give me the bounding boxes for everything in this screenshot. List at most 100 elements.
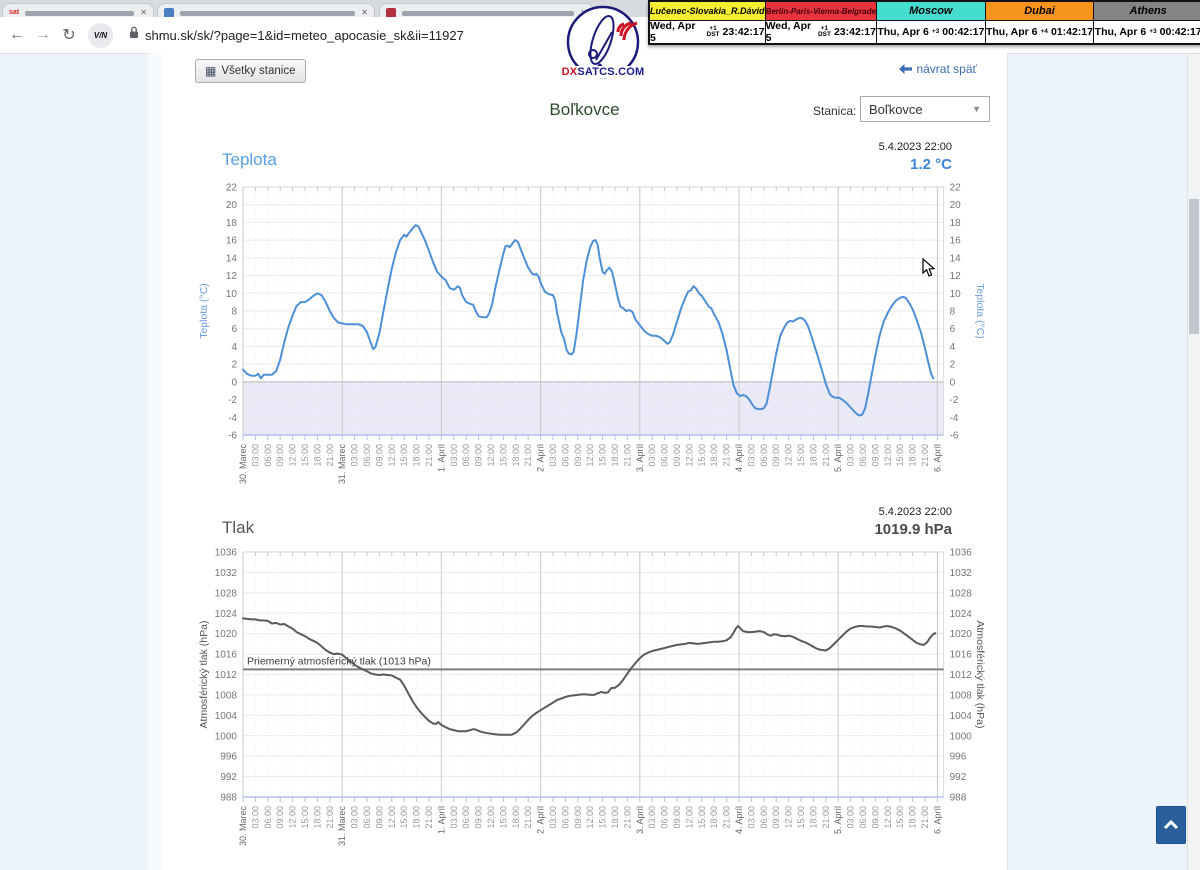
- tab2-close-icon[interactable]: ✕: [361, 8, 368, 17]
- svg-text:03:00: 03:00: [647, 806, 657, 829]
- svg-text:-6: -6: [950, 431, 959, 442]
- svg-text:09:00: 09:00: [672, 444, 682, 467]
- svg-text:15:00: 15:00: [796, 444, 806, 467]
- vpn-extension-icon[interactable]: V/N: [88, 22, 113, 48]
- svg-text:1020: 1020: [950, 629, 973, 640]
- svg-text:21:00: 21:00: [622, 444, 632, 467]
- temperature-chart: 22 22 20 20 18 18 16 16 14 14 12 12 10 10 8 8 6 6 4 4 2 2 0 0 -2…: [185, 180, 995, 502]
- svg-text:03:00: 03:00: [846, 444, 856, 467]
- url-field[interactable]: shmu.sk/sk/?page=1&id=meteo_apocasie_sk&…: [145, 27, 464, 43]
- pressure-chart-title: Tlak: [222, 518, 255, 537]
- svg-text:1008: 1008: [215, 690, 238, 701]
- svg-text:09:00: 09:00: [870, 444, 880, 467]
- forward-icon[interactable]: →: [35, 26, 51, 43]
- svg-text:21:00: 21:00: [722, 806, 732, 829]
- svg-text:15:00: 15:00: [895, 806, 905, 829]
- reload-icon[interactable]: ↻: [62, 27, 76, 44]
- svg-text:12:00: 12:00: [387, 444, 397, 467]
- pressure-chart: Priemerný atmosférický tlak (1013 hPa) 10…: [185, 545, 995, 864]
- svg-text:20: 20: [950, 200, 962, 211]
- temperature-chart-title: Teplota: [222, 150, 277, 169]
- svg-text:06:00: 06:00: [759, 444, 769, 467]
- svg-text:1028: 1028: [215, 588, 238, 599]
- svg-text:30. Marec: 30. Marec: [238, 444, 248, 485]
- svg-text:8: 8: [231, 307, 237, 318]
- svg-text:12:00: 12:00: [288, 806, 298, 829]
- svg-text:Teplota (°C): Teplota (°C): [974, 283, 986, 339]
- tab1-close-icon[interactable]: ✕: [140, 8, 147, 17]
- svg-text:1020: 1020: [215, 629, 238, 640]
- clock-offset: +3: [1149, 28, 1157, 35]
- svg-text:06:00: 06:00: [759, 806, 769, 829]
- svg-text:09:00: 09:00: [573, 806, 583, 829]
- svg-text:6. Apríl: 6. Apríl: [932, 806, 942, 834]
- clock-offset: +1 DST: [706, 25, 720, 38]
- clock-dubai-name: Dubai: [985, 2, 1094, 21]
- pressure-current-time: 5.4.2023 22:00: [878, 506, 952, 518]
- svg-text:12:00: 12:00: [684, 444, 694, 467]
- scroll-to-top-button[interactable]: [1156, 806, 1186, 844]
- svg-text:2: 2: [950, 360, 956, 371]
- svg-text:21:00: 21:00: [821, 806, 831, 829]
- svg-text:12: 12: [950, 271, 962, 282]
- tab1-favicon: sat: [9, 9, 20, 16]
- clock-date: Thu, Apr 6: [1094, 26, 1147, 38]
- all-stations-button[interactable]: ▦ Všetky stanice: [195, 59, 306, 83]
- svg-text:1032: 1032: [215, 568, 238, 579]
- clock-athens-time: Thu, Apr 6 +3 00:42:17: [1094, 21, 1200, 43]
- svg-text:12:00: 12:00: [883, 444, 893, 467]
- dxsatcs-logo: [560, 2, 646, 88]
- clock-offset: +3: [931, 28, 940, 35]
- clock-berlin: Berlin-Paris-Vienna-Belgrade Wed, Apr 5 …: [765, 2, 877, 44]
- back-icon[interactable]: ←: [9, 26, 25, 43]
- clock-date: Wed, Apr 5: [765, 20, 812, 44]
- station-select[interactable]: Boľkovce ▼: [860, 96, 990, 122]
- svg-text:12: 12: [226, 271, 238, 282]
- clock-offset: +1 DST: [817, 25, 831, 38]
- world-clock-widget: Lučenec-Slovakia_R.Dávid Wed, Apr 5 +1 DS…: [648, 0, 1200, 45]
- return-back-link[interactable]: návrat späť: [899, 62, 977, 76]
- svg-text:992: 992: [950, 772, 967, 783]
- svg-text:06:00: 06:00: [461, 444, 471, 467]
- svg-text:21:00: 21:00: [523, 806, 533, 829]
- svg-text:06:00: 06:00: [560, 806, 570, 829]
- clock-moscow-name: Moscow: [876, 2, 985, 21]
- scrollbar-thumb[interactable]: [1189, 199, 1199, 334]
- svg-text:15:00: 15:00: [598, 806, 608, 829]
- svg-text:12:00: 12:00: [387, 806, 397, 829]
- svg-text:Atmosférický tlak (hPa): Atmosférický tlak (hPa): [974, 621, 986, 729]
- svg-text:1000: 1000: [215, 731, 238, 742]
- clock-date: Wed, Apr 5: [650, 20, 696, 44]
- svg-text:18:00: 18:00: [908, 806, 918, 829]
- svg-text:03:00: 03:00: [350, 806, 360, 829]
- clock-berlin-time: Wed, Apr 5 +1 DST 23:42:17: [765, 20, 876, 44]
- lock-icon[interactable]: [129, 26, 139, 44]
- svg-text:03:00: 03:00: [350, 444, 360, 467]
- svg-text:-6: -6: [228, 431, 237, 442]
- svg-text:988: 988: [220, 793, 237, 804]
- svg-text:21:00: 21:00: [424, 806, 434, 829]
- clock-date: Thu, Apr 6: [985, 26, 1038, 38]
- svg-text:15:00: 15:00: [300, 444, 310, 467]
- svg-text:22: 22: [226, 183, 238, 194]
- svg-text:09:00: 09:00: [870, 806, 880, 829]
- svg-text:03:00: 03:00: [250, 444, 260, 467]
- svg-text:-4: -4: [950, 413, 959, 424]
- scrollbar-track[interactable]: [1187, 54, 1200, 870]
- clock-offset: +4: [1040, 28, 1048, 35]
- svg-text:18:00: 18:00: [610, 806, 620, 829]
- svg-text:06:00: 06:00: [560, 444, 570, 467]
- svg-text:09:00: 09:00: [275, 806, 285, 829]
- svg-text:1036: 1036: [950, 548, 973, 559]
- svg-text:15:00: 15:00: [697, 444, 707, 467]
- svg-text:3. Apríl: 3. Apríl: [635, 444, 645, 472]
- svg-text:6: 6: [950, 324, 956, 335]
- svg-text:0: 0: [231, 377, 237, 388]
- svg-text:5. Apríl: 5. Apríl: [833, 444, 843, 472]
- clock-dubai: Dubai Thu, Apr 6 +4 01:42:17: [985, 2, 1095, 43]
- svg-text:18:00: 18:00: [511, 806, 521, 829]
- clock-dubai-time: Thu, Apr 6 +4 01:42:17: [985, 21, 1094, 43]
- station-heading: Boľkovce: [549, 100, 620, 119]
- svg-text:4. Apríl: 4. Apríl: [734, 444, 744, 472]
- mouse-cursor: [922, 257, 936, 283]
